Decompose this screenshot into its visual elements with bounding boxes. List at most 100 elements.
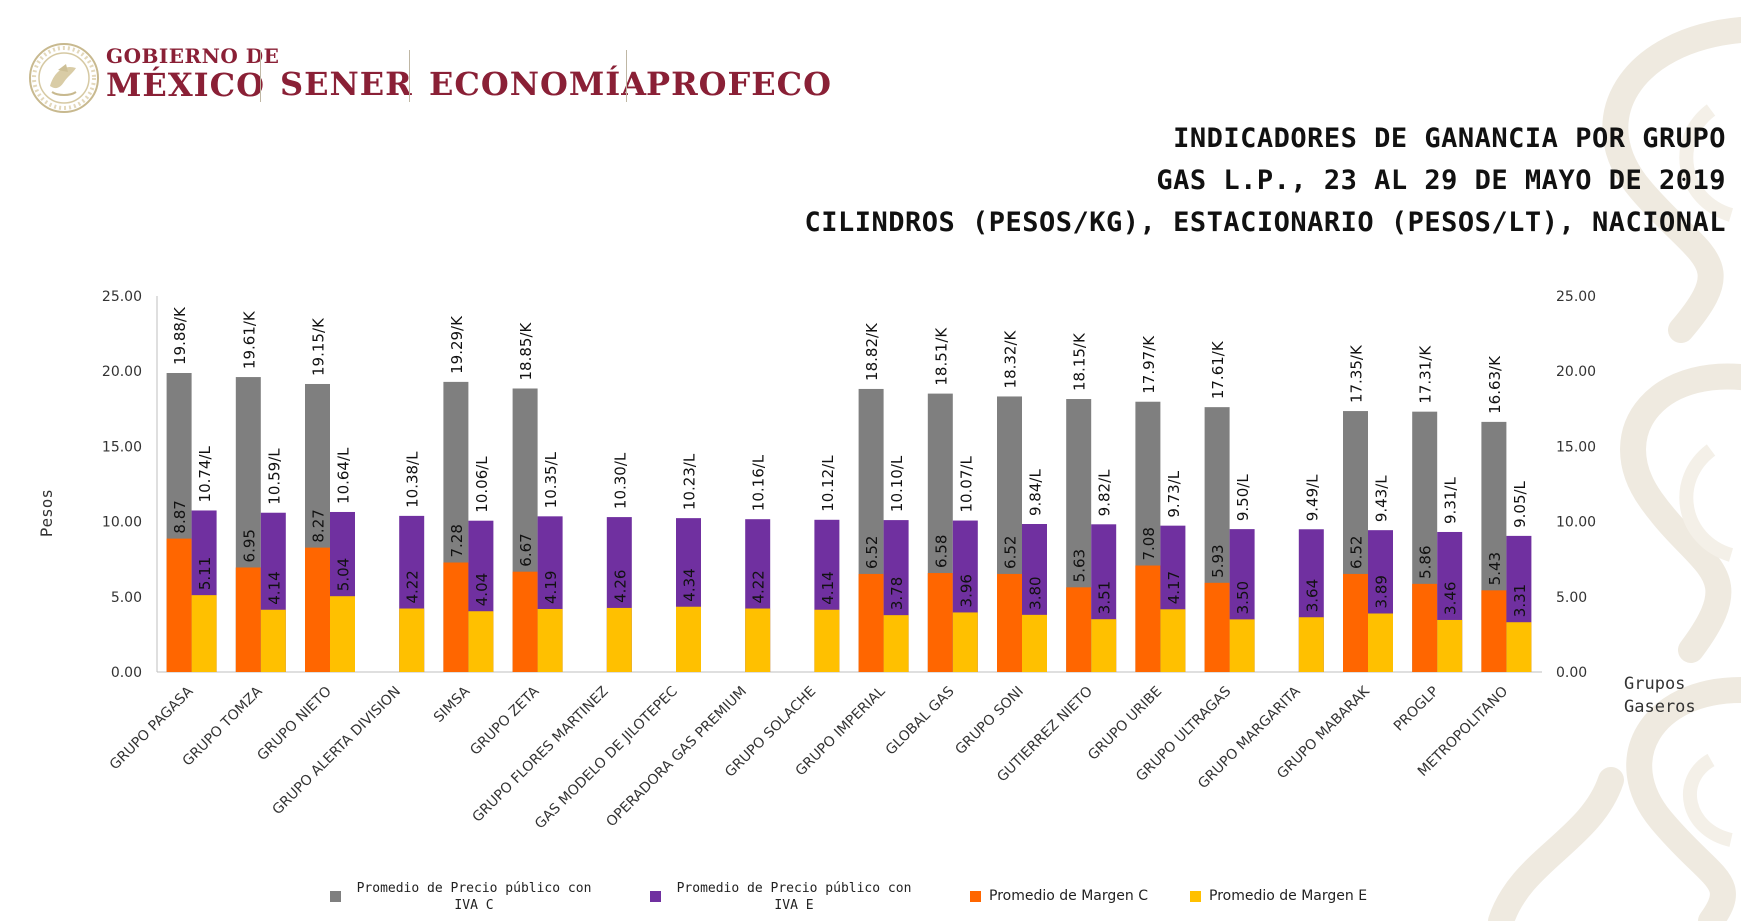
bar-margen-e	[1229, 619, 1255, 672]
bar-margen-e	[1506, 622, 1532, 672]
data-label-margen-e: 4.26	[611, 570, 629, 603]
background-pattern	[1488, 17, 1741, 921]
bar-margen-c	[927, 573, 953, 672]
y-tick-label-right: 20.00	[1556, 364, 1596, 380]
data-label-precio-e: 9.82/L	[1096, 469, 1114, 516]
bar-margen-c	[1135, 565, 1161, 672]
data-label-margen-c: 5.93	[1209, 544, 1227, 577]
bar-margen-c	[512, 571, 538, 672]
data-label-margen-c: 5.43	[1486, 552, 1504, 585]
data-label-margen-c: 7.28	[448, 524, 466, 557]
title-line-1: INDICADORES DE GANANCIA POR GRUPO	[1173, 123, 1726, 154]
data-label-precio-c: 18.82/K	[863, 322, 881, 381]
bar-margen-c	[166, 538, 192, 672]
header-divider	[409, 50, 410, 102]
data-label-precio-e: 10.30/L	[611, 452, 629, 509]
legend-label-margen-e: Promedio de Margen E	[1209, 888, 1368, 904]
y-tick-label-right: 25.00	[1556, 289, 1596, 305]
y-tick-label-left: 25.00	[102, 289, 142, 305]
data-label-margen-c: 8.27	[310, 509, 328, 542]
data-label-precio-e: 10.64/L	[335, 447, 353, 504]
bar-margen-e	[537, 608, 563, 672]
x-tick-label: GRUPO SONI	[952, 684, 1026, 758]
data-label-margen-e: 3.51	[1096, 581, 1114, 614]
bar-margen-c	[1066, 587, 1092, 672]
data-label-precio-c: 17.97/K	[1140, 335, 1158, 394]
data-label-precio-e: 10.16/L	[750, 454, 768, 511]
legend-item-margen-e: Promedio de Margen E	[1190, 880, 1367, 904]
bar-margen-c	[858, 573, 884, 672]
data-label-margen-e: 4.22	[750, 570, 768, 603]
bar-margen-e	[606, 607, 632, 672]
data-label-margen-e: 4.04	[473, 573, 491, 606]
data-label-precio-e: 10.38/L	[404, 451, 422, 508]
legend-swatch-gray	[330, 891, 341, 902]
legend-label-ivae-line2: IVA E	[774, 898, 814, 913]
data-label-precio-e: 10.07/L	[957, 456, 975, 513]
data-label-precio-e: 10.74/L	[196, 445, 214, 502]
y-tick-label-right: 0.00	[1556, 665, 1587, 681]
legend-swatch-yellow	[1190, 891, 1201, 902]
data-label-margen-c: 8.87	[171, 500, 189, 533]
data-label-margen-e: 3.96	[957, 574, 975, 607]
agency-profeco: PROFECO	[646, 65, 832, 103]
gob-line2: MÉXICO	[106, 66, 265, 104]
bar-margen-e	[952, 612, 978, 672]
bar-chart: 0.00 0.00 5.00 5.00 10.00 10.00 15.00 15.00 20.0…	[37, 289, 1696, 832]
data-label-precio-c: 19.61/K	[240, 310, 258, 369]
agency-sener: SENER	[280, 65, 413, 103]
bar-margen-e	[1368, 613, 1393, 672]
legend-label-ivae: Promedio de Precio público con IVA E	[669, 880, 919, 914]
data-label-margen-c: 5.63	[1071, 549, 1089, 582]
data-label-precio-c: 19.15/K	[310, 317, 328, 376]
data-label-margen-c: 6.67	[517, 533, 535, 566]
y-tick-label-left: 0.00	[111, 665, 142, 681]
data-label-precio-c: 19.88/K	[171, 306, 189, 365]
data-label-precio-e: 9.49/L	[1303, 474, 1321, 521]
x-tick-label: GRUPO FLORES MARTINEZ	[470, 684, 612, 826]
data-label-margen-e: 3.89	[1373, 575, 1391, 608]
bar-margen-e	[1298, 617, 1324, 672]
bar-margen-e	[330, 596, 355, 672]
data-label-precio-c: 17.61/K	[1209, 340, 1227, 399]
title-line-3: CILINDROS (PESOS/KG), ESTACIONARIO (PESO…	[804, 207, 1726, 238]
legend-label-ivac: Promedio de Precio público con IVA C	[349, 880, 599, 914]
legend-item-ivae: Promedio de Precio público con IVA E	[650, 880, 919, 914]
bar-margen-e	[468, 611, 494, 672]
bar-margen-e	[191, 595, 217, 672]
data-label-margen-e: 4.19	[542, 571, 560, 604]
data-label-margen-e: 5.11	[196, 557, 214, 590]
x-tick-label: GRUPO ZETA	[467, 683, 542, 758]
bar-margen-c	[1481, 590, 1507, 672]
data-label-margen-e: 3.80	[1027, 576, 1045, 609]
data-label-precio-e: 9.05/L	[1511, 480, 1529, 527]
data-label-margen-e: 3.31	[1511, 584, 1529, 617]
mexico-seal-logo	[29, 43, 99, 113]
data-label-margen-e: 3.64	[1303, 579, 1321, 612]
data-label-margen-c: 6.52	[1002, 536, 1020, 569]
gob-line1: GOBIERNO DE	[106, 44, 280, 68]
data-label-margen-c: 6.95	[240, 529, 258, 562]
data-label-precio-e: 10.12/L	[819, 455, 837, 512]
x-tick-label: GRUPO NIETO	[254, 684, 334, 764]
data-label-margen-c: 7.08	[1140, 527, 1158, 560]
x-axis-title: Grupos Gaseros	[1624, 674, 1696, 717]
data-label-precio-e: 9.73/L	[1165, 470, 1183, 517]
x-tick-label: GAS MODELO DE JILOTEPEC	[532, 683, 681, 832]
bar-margen-c	[1412, 583, 1438, 672]
data-label-precio-c: 17.35/K	[1348, 344, 1366, 403]
data-label-precio-c: 19.29/K	[448, 315, 466, 374]
header-divider	[260, 50, 261, 102]
gobierno-de-mexico-wordmark: GOBIERNO DE MÉXICO	[106, 46, 306, 101]
x-tick-label: GLOBAL GAS	[883, 683, 958, 758]
data-label-precio-e: 10.23/L	[681, 453, 699, 510]
data-label-margen-e: 4.17	[1165, 571, 1183, 604]
data-label-margen-e: 3.78	[888, 577, 906, 610]
bar-margen-e	[814, 609, 840, 672]
data-label-precio-e: 9.84/L	[1027, 469, 1045, 516]
bar-margen-c	[443, 562, 469, 672]
data-label-margen-c: 6.52	[1348, 536, 1366, 569]
bar-margen-e	[260, 609, 286, 672]
data-label-margen-e: 4.22	[404, 570, 422, 603]
x-tick-label: OPERADORA GAS PREMIUM	[603, 684, 750, 831]
